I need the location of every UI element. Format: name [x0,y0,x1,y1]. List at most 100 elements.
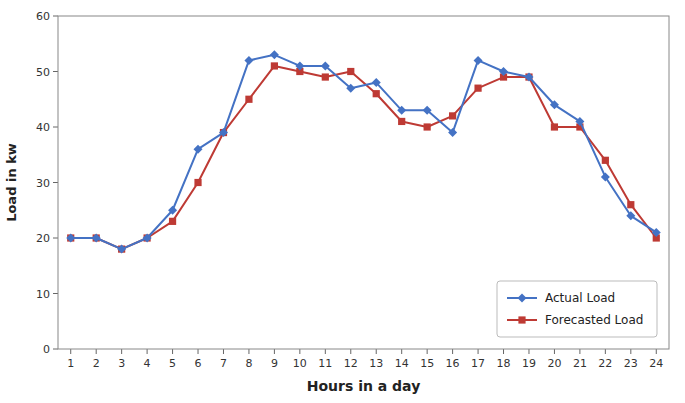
series-marker [118,246,125,253]
series-marker [169,218,176,225]
x-tick-label: 4 [144,357,151,370]
axes: 1234567891011121314151617181920212223240… [36,10,663,370]
series-marker [602,157,609,164]
x-tick [503,349,504,354]
x-tick [198,349,199,354]
legend-swatch-marker [518,294,527,303]
data-layer [66,50,661,253]
series-marker [398,118,405,125]
x-tick [223,349,224,354]
x-tick [401,349,402,354]
series-marker [322,73,329,80]
series-marker [93,234,100,241]
series-marker [448,128,457,137]
series-marker [626,211,635,220]
y-tick-label: 60 [36,10,50,23]
x-tick [299,349,300,354]
x-tick-label: 12 [344,357,358,370]
series-marker [321,61,330,70]
plot-background [58,16,669,349]
series-marker [219,128,228,137]
series-marker [474,56,483,65]
series-marker [627,201,634,208]
y-tick [53,238,58,239]
y-tick-label: 40 [36,121,50,134]
x-tick [554,349,555,354]
series-marker [346,84,355,93]
x-tick [478,349,479,354]
x-tick-label: 5 [169,357,176,370]
y-tick-label: 20 [36,232,50,245]
series-marker [551,123,558,130]
x-tick [70,349,71,354]
series-marker [575,117,584,126]
series-marker [423,106,432,115]
x-tick [274,349,275,354]
x-tick-label: 6 [195,357,202,370]
chart: 1234567891011121314151617181920212223240… [0,0,685,403]
x-tick-label: 21 [573,357,587,370]
x-tick-label: 7 [220,357,227,370]
x-tick [248,349,249,354]
y-tick [53,71,58,72]
x-tick-label: 1 [67,357,74,370]
y-tick-label: 10 [36,288,50,301]
x-tick [630,349,631,354]
series-marker [194,179,201,186]
legend-label: Actual Load [545,291,615,305]
series-line [71,66,657,249]
x-tick-label: 24 [649,357,663,370]
x-tick-label: 22 [598,357,612,370]
y-tick-label: 50 [36,66,50,79]
y-tick [53,127,58,128]
series-marker [499,67,508,76]
x-tick-label: 18 [497,357,511,370]
series-1 [67,62,660,252]
x-tick-label: 13 [369,357,383,370]
series-0 [66,50,661,253]
x-tick [579,349,580,354]
x-axis-label: Hours in a day [307,378,421,394]
series-marker [397,106,406,115]
x-tick-label: 19 [522,357,536,370]
x-tick-label: 20 [547,357,561,370]
x-tick-label: 16 [446,357,460,370]
legend: Actual Load Forecasted Load [497,281,657,337]
x-tick-label: 11 [318,357,332,370]
series-marker [168,206,177,215]
x-tick [605,349,606,354]
series-marker [143,234,152,243]
legend-box [497,281,657,337]
y-tick [53,293,58,294]
series-marker [244,56,253,65]
x-tick-label: 23 [624,357,638,370]
y-tick-label: 30 [36,177,50,190]
series-marker [194,145,203,154]
series-marker [271,62,278,69]
series-marker [67,234,74,241]
series-marker [474,85,481,92]
x-tick [376,349,377,354]
x-tick-label: 2 [93,357,100,370]
y-tick-label: 0 [43,343,50,356]
y-tick [53,182,58,183]
x-tick [452,349,453,354]
series-marker [92,234,101,243]
series-marker [449,112,456,119]
plot-frame [58,16,669,349]
series-marker [245,96,252,103]
x-tick [96,349,97,354]
x-tick [121,349,122,354]
x-tick-label: 9 [271,357,278,370]
legend-swatch-marker [518,316,525,323]
x-tick [350,349,351,354]
series-marker [270,50,279,59]
series-marker [424,123,431,130]
series-marker [524,73,533,82]
y-tick [53,349,58,350]
x-tick-label: 8 [245,357,252,370]
series-marker [66,234,75,243]
x-tick-label: 17 [471,357,485,370]
legend-label: Forecasted Load [545,313,643,327]
x-tick [427,349,428,354]
